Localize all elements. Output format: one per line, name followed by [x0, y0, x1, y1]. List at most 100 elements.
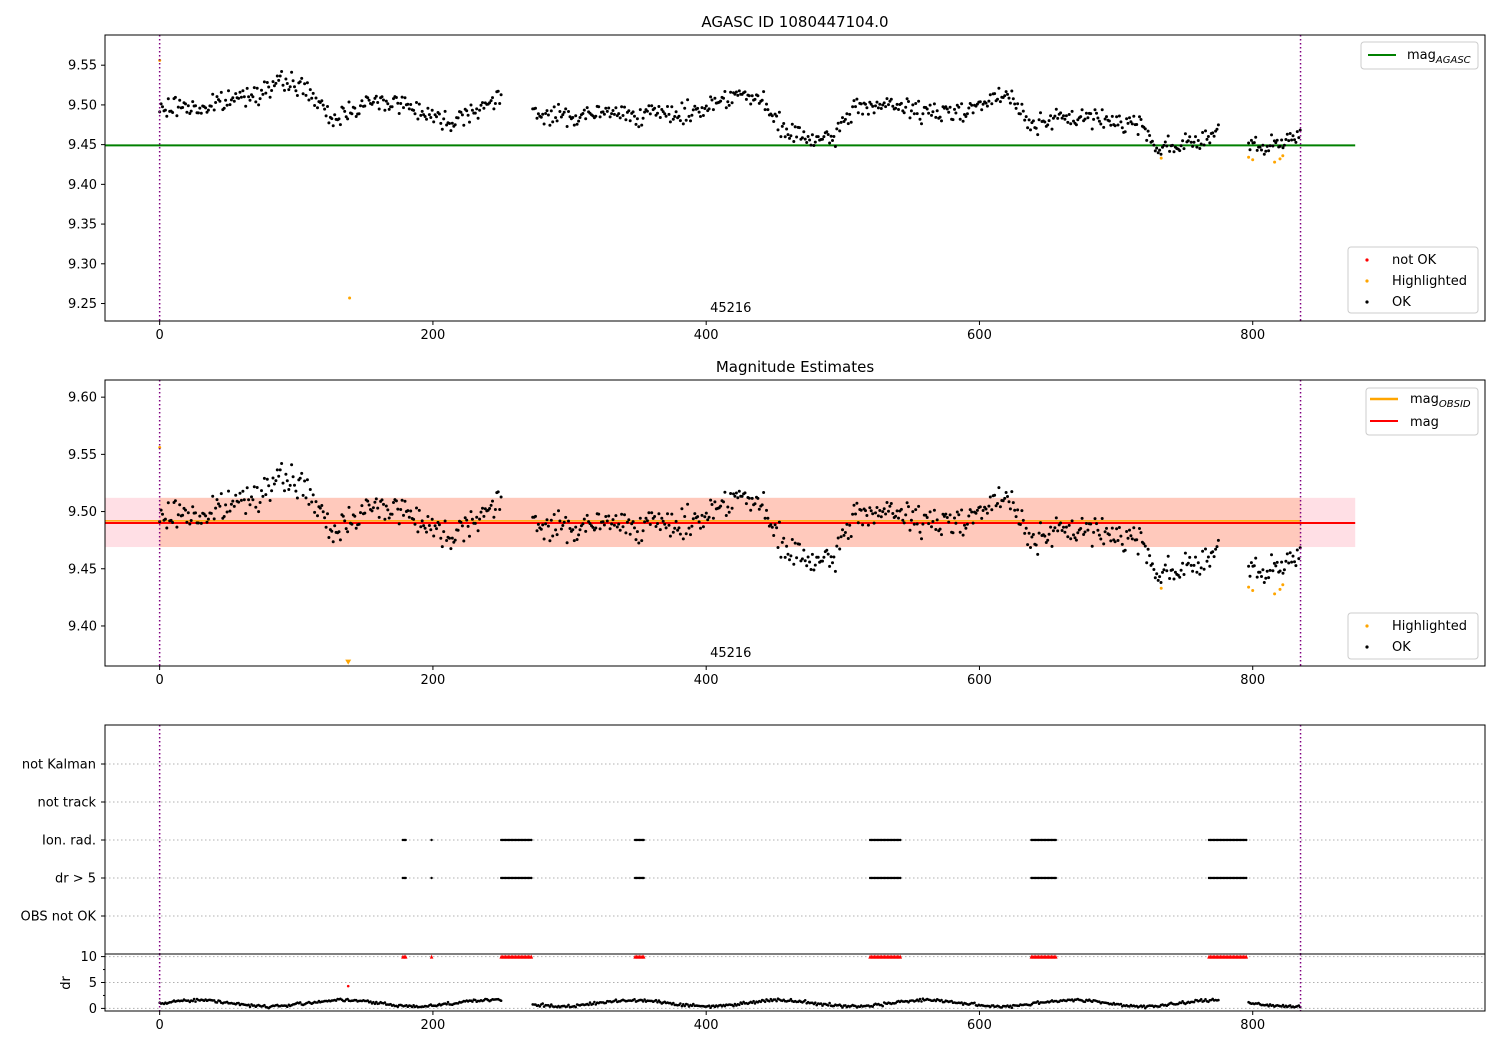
ok-point — [1014, 106, 1018, 110]
ok-point — [479, 103, 483, 107]
ok-point — [1097, 533, 1101, 537]
ok-point — [231, 499, 235, 503]
ok-point — [252, 86, 256, 90]
ok-point — [1291, 554, 1295, 558]
ok-point — [1069, 537, 1073, 541]
ok-point — [664, 526, 668, 530]
ok-point — [628, 119, 632, 123]
ok-point — [1274, 141, 1278, 145]
ok-point — [750, 496, 754, 500]
ok-point — [650, 104, 654, 108]
ok-point — [184, 102, 187, 106]
ok-point — [1056, 529, 1060, 533]
ok-point — [459, 110, 463, 114]
ok-point — [882, 101, 886, 105]
ok-point — [1171, 568, 1174, 572]
ok-point — [782, 122, 786, 125]
dr-point — [763, 1000, 767, 1004]
ok-point — [1280, 138, 1284, 142]
ok-point — [640, 123, 644, 127]
ok-point — [676, 528, 680, 532]
ok-point — [380, 95, 384, 99]
ok-point — [1196, 561, 1200, 565]
ok-point — [1181, 561, 1185, 565]
dr-point — [550, 1003, 553, 1006]
ok-point — [498, 508, 502, 511]
ok-point — [478, 517, 482, 521]
ok-point — [978, 100, 982, 104]
ok-point — [437, 523, 441, 527]
legend-marker — [1365, 645, 1369, 649]
ok-point — [988, 495, 992, 499]
ok-point — [219, 90, 223, 94]
ok-point — [250, 495, 253, 499]
ok-point — [902, 111, 906, 115]
panel1-title: AGASC ID 1080447104.0 — [701, 13, 888, 31]
ok-point — [1282, 143, 1286, 147]
ok-point — [1105, 115, 1108, 119]
ok-point — [443, 519, 447, 523]
dr-point — [803, 999, 807, 1002]
ok-point — [777, 110, 781, 114]
ok-point — [988, 93, 992, 97]
ok-point — [700, 106, 704, 110]
ok-point — [321, 103, 325, 107]
ok-point — [251, 498, 255, 502]
ok-point — [691, 108, 695, 112]
ok-point — [258, 501, 262, 504]
ok-point — [957, 105, 961, 109]
ok-point — [270, 489, 274, 493]
ok-point — [175, 114, 179, 118]
ok-point — [1116, 539, 1120, 542]
dr-point — [1119, 1002, 1123, 1006]
ok-point — [283, 88, 286, 92]
ok-point — [780, 124, 784, 128]
panel2-xtick-label: 600 — [967, 673, 992, 688]
ok-point — [941, 512, 945, 516]
ok-point — [409, 509, 413, 513]
dr-point — [641, 1000, 645, 1003]
ok-point — [412, 517, 416, 521]
ok-point — [1037, 531, 1041, 535]
ok-point — [432, 534, 436, 538]
ok-point — [881, 510, 885, 514]
ok-point — [607, 514, 611, 518]
ok-point — [295, 94, 299, 97]
dr-point — [918, 997, 922, 1001]
ok-point — [476, 116, 480, 120]
ok-point — [686, 98, 690, 102]
ok-point — [432, 120, 436, 124]
ok-point — [620, 512, 624, 516]
ok-point — [278, 468, 282, 472]
ok-point — [1194, 555, 1197, 559]
ok-point — [998, 505, 1002, 509]
ok-point — [314, 500, 318, 504]
ok-point — [699, 526, 702, 530]
ok-point — [661, 519, 665, 523]
ok-point — [623, 105, 626, 109]
ok-point — [377, 107, 381, 111]
ok-point — [307, 98, 311, 102]
ok-point — [476, 529, 480, 533]
highlighted-point — [1159, 586, 1163, 590]
ok-point — [1290, 560, 1294, 564]
ok-point — [808, 138, 812, 142]
ok-point — [343, 109, 347, 113]
ok-point — [615, 525, 619, 529]
ok-point — [825, 130, 829, 134]
ok-point — [1062, 525, 1065, 529]
ok-point — [403, 96, 407, 100]
ok-point — [1083, 530, 1087, 534]
ok-point — [921, 112, 925, 116]
ok-point — [766, 108, 770, 112]
ok-point — [875, 100, 879, 104]
ok-point — [793, 125, 797, 129]
ok-point — [1281, 146, 1285, 150]
ok-point — [1046, 538, 1050, 542]
dr-point — [237, 1001, 240, 1005]
ok-point — [1093, 517, 1097, 521]
ok-point — [884, 512, 888, 516]
ok-point — [440, 545, 444, 549]
ok-point — [789, 554, 793, 558]
ok-point — [1016, 508, 1020, 512]
